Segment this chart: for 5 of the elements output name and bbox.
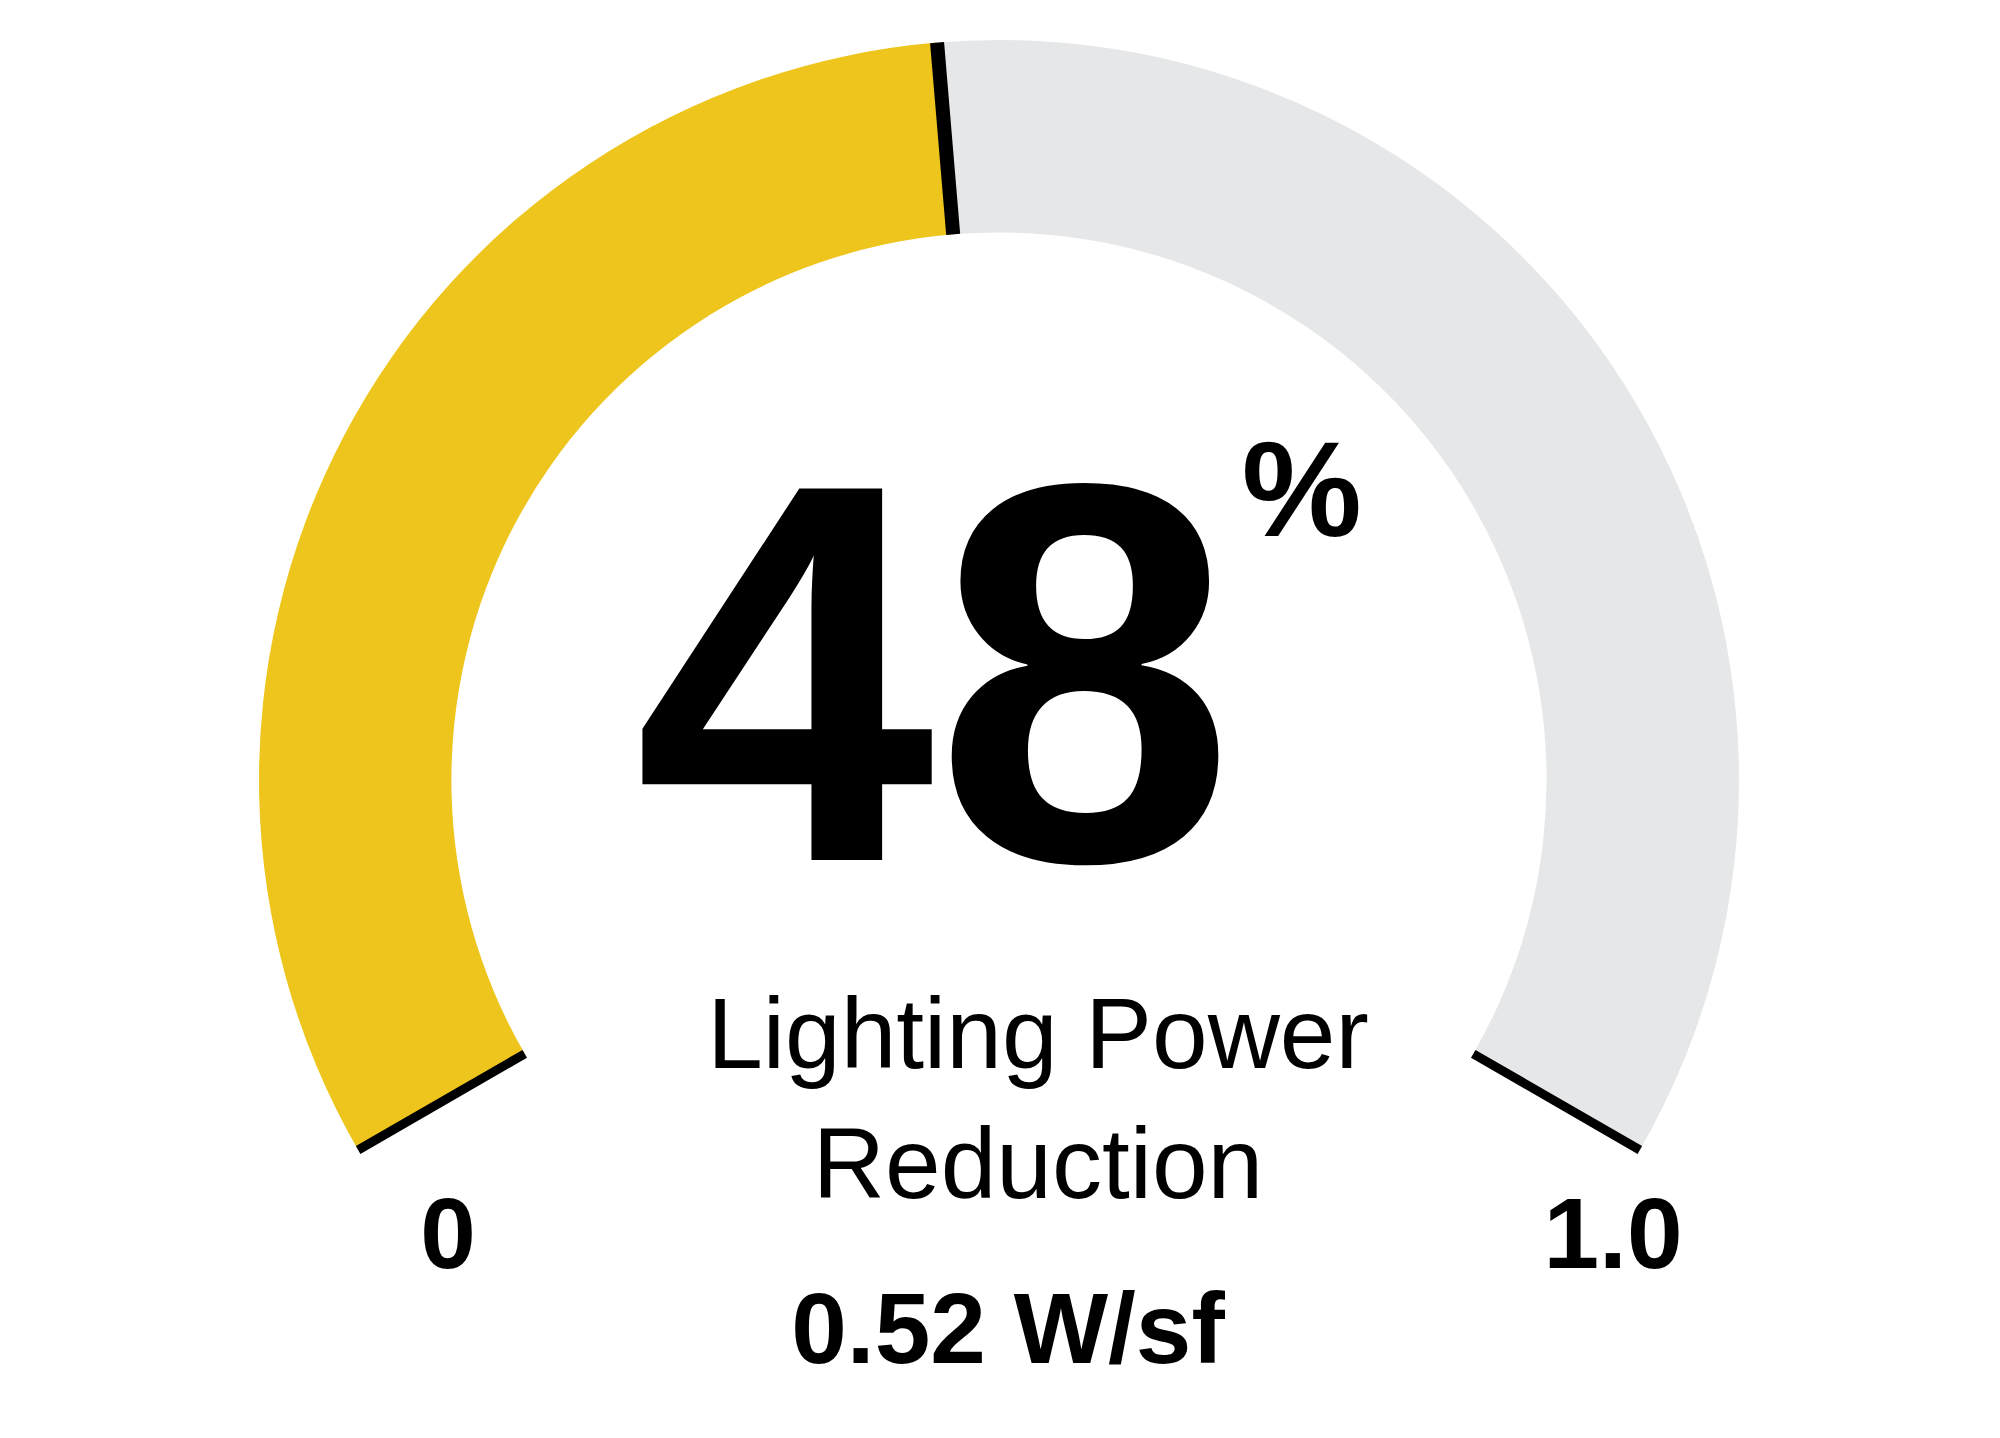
text: 0.52 W/sf: [790, 1272, 1226, 1384]
text: 48$^{%}$: [633, 371, 1363, 974]
text: 0: [419, 1177, 477, 1289]
text: Lighting Power Reduction: [707, 977, 1369, 1219]
text: 1.0: [1542, 1177, 1684, 1289]
